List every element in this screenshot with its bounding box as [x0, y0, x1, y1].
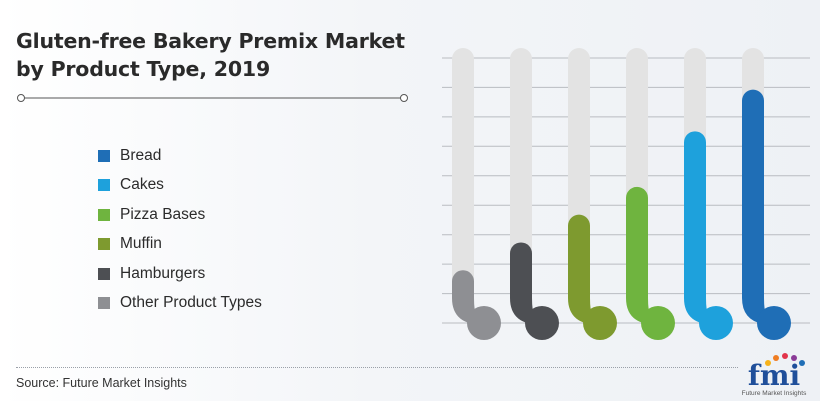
bar-bread — [742, 89, 774, 325]
legend-item-bread: Bread — [98, 141, 262, 171]
source-note: Source: Future Market Insights — [16, 376, 187, 390]
bar-foot-muffin — [583, 306, 617, 340]
bar-foot-other-product-types — [467, 306, 501, 340]
footer-divider — [16, 367, 738, 368]
bar-track-other-product-types — [452, 48, 474, 298]
bar-cakes — [684, 131, 716, 325]
legend-item-muffin: Muffin — [98, 230, 262, 260]
bar-muffin — [568, 214, 600, 325]
title-line-2: by Product Type, 2019 — [16, 57, 271, 81]
legend-label-bread: Bread — [120, 146, 162, 164]
legend-swatch-muffin — [98, 238, 110, 251]
legend-swatch-pizza-bases — [98, 208, 110, 221]
title-divider — [17, 94, 408, 102]
legend-item-cakes: Cakes — [98, 171, 262, 201]
bar-foot-cakes — [699, 306, 733, 340]
fmi-logo: fmi Future Market Insights — [742, 353, 807, 397]
legend-label-cakes: Cakes — [120, 176, 164, 194]
bar-hamburgers — [510, 242, 542, 325]
legend-label-pizza-bases: Pizza Bases — [120, 205, 206, 223]
bar-track-hamburgers — [510, 48, 532, 298]
legend-swatch-bread — [98, 149, 110, 162]
legend-label-hamburgers: Hamburgers — [120, 264, 206, 282]
bar-foot-hamburgers — [525, 306, 559, 340]
bar-chart — [442, 48, 810, 340]
title-line-1: Gluten-free Bakery Premix Market — [16, 29, 405, 53]
legend-swatch-cakes — [98, 179, 110, 192]
logo-subtext: Future Market Insights — [742, 390, 807, 397]
legend-swatch-other-product-types — [98, 297, 110, 310]
legend-swatch-hamburgers — [98, 267, 110, 280]
legend-label-muffin: Muffin — [120, 235, 162, 253]
bar-foot-bread — [757, 306, 791, 340]
legend-item-pizza-bases: Pizza Bases — [98, 200, 262, 230]
bar-foot-pizza-bases — [641, 306, 675, 340]
bar-other-product-types — [452, 270, 484, 325]
legend: Bread Cakes Pizza Bases Muffin Hamburger… — [98, 141, 262, 318]
chart-title: Gluten-free Bakery Premix Market by Prod… — [16, 27, 436, 83]
bar-pizza-bases — [626, 186, 658, 325]
legend-item-other-product-types: Other Product Types — [98, 289, 262, 319]
legend-item-hamburgers: Hamburgers — [98, 259, 262, 289]
logo-wordmark: fmi — [748, 359, 800, 392]
legend-label-other-product-types: Other Product Types — [120, 294, 262, 312]
